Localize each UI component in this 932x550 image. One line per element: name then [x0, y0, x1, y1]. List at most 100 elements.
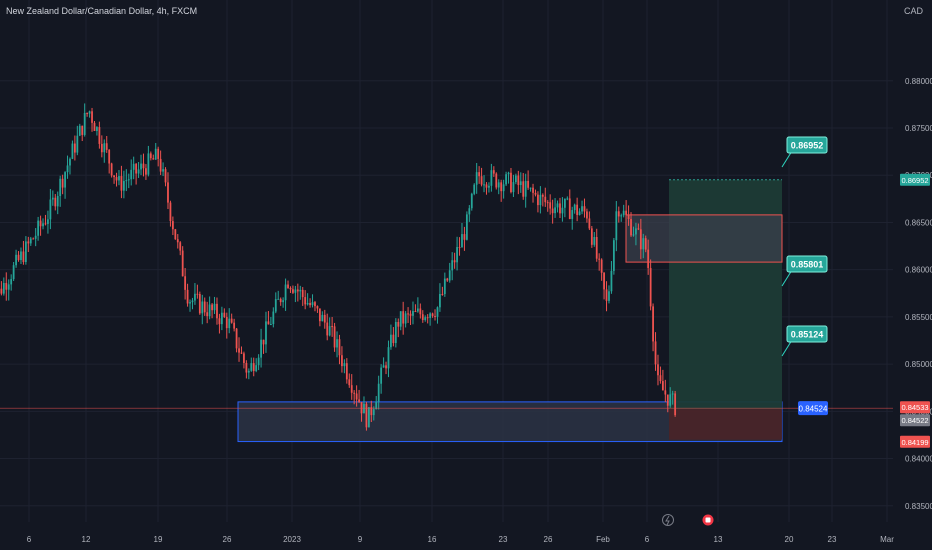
level-callout[interactable]: 0.85124 — [781, 325, 828, 357]
candle — [54, 194, 57, 211]
candle — [272, 307, 275, 328]
entry-callout-text: 0.84524 — [799, 405, 828, 414]
candle — [559, 197, 561, 219]
y-tick-label: 0.85500 — [905, 313, 932, 322]
stop-zone[interactable] — [669, 409, 782, 440]
candle — [620, 213, 623, 222]
candle — [225, 312, 228, 339]
candle — [73, 135, 76, 161]
candle — [218, 313, 221, 334]
time-axis[interactable]: 6 12 19 26 2023 9 16 23 26 Feb 6 13 20 23 Mar — [27, 514, 894, 545]
candle — [83, 103, 86, 137]
candle — [247, 368, 250, 380]
candle — [497, 179, 500, 195]
candle — [502, 179, 505, 199]
candle — [600, 258, 603, 281]
candle — [507, 171, 510, 184]
candle — [203, 297, 206, 316]
candle — [456, 236, 458, 271]
entry-callout[interactable]: 0.84524 — [798, 401, 828, 416]
candle — [2, 277, 5, 296]
candle — [546, 200, 549, 212]
price-tag-target: 0.86952 — [900, 173, 930, 186]
candle — [255, 358, 258, 373]
candle — [348, 373, 351, 388]
candle — [137, 162, 140, 178]
candle — [260, 328, 262, 368]
x-tick-label: 19 — [154, 535, 163, 544]
candle — [132, 156, 135, 180]
candle — [537, 191, 539, 213]
candle — [323, 309, 326, 329]
candle — [632, 226, 635, 237]
candle — [480, 167, 483, 187]
candle — [461, 222, 463, 248]
candle — [576, 197, 579, 222]
candle — [522, 173, 525, 200]
x-tick-label: Feb — [596, 535, 610, 544]
candle — [64, 171, 66, 199]
candle — [534, 189, 537, 197]
candle — [135, 162, 138, 185]
level-callout[interactable]: 0.86952 — [781, 136, 828, 168]
candle — [370, 400, 373, 423]
candle — [216, 297, 218, 325]
candle — [568, 189, 571, 220]
x-tick-label: 23 — [499, 535, 508, 544]
candle — [419, 303, 422, 319]
candle — [529, 187, 532, 192]
candle — [473, 183, 476, 196]
candle — [360, 401, 363, 422]
candle — [235, 328, 238, 353]
event-icon[interactable] — [702, 514, 714, 526]
candle — [465, 211, 468, 241]
candle — [29, 236, 32, 246]
x-tick-label: 12 — [82, 535, 91, 544]
candle — [644, 235, 647, 253]
candle — [394, 318, 397, 348]
candle — [610, 261, 613, 294]
candle — [590, 226, 593, 248]
candle — [492, 166, 495, 177]
candle — [12, 262, 15, 282]
x-tick-label: 9 — [358, 535, 363, 544]
candle — [198, 291, 201, 315]
x-tick-label: 20 — [785, 535, 794, 544]
candle — [142, 153, 145, 177]
candle — [363, 396, 365, 414]
lightning-icon[interactable] — [662, 514, 674, 526]
candle — [86, 112, 89, 117]
candle — [519, 172, 522, 193]
candle — [24, 236, 27, 265]
candle — [267, 311, 270, 325]
level-callout[interactable]: 0.85801 — [781, 255, 828, 287]
y-tick-label: 0.87500 — [905, 124, 932, 133]
candle — [66, 155, 69, 179]
candle — [279, 297, 282, 306]
candle — [404, 311, 407, 328]
candle — [331, 317, 334, 337]
candle — [434, 309, 436, 321]
candle — [108, 149, 111, 174]
candle — [657, 354, 659, 386]
candle — [605, 281, 608, 312]
position-overlay: 0.86952 0.85801 0.85124 0.84524 — [0, 136, 893, 416]
candle — [608, 285, 610, 304]
candle — [318, 308, 321, 327]
candle — [392, 327, 395, 347]
candle — [47, 210, 49, 234]
candle — [152, 154, 155, 160]
candle — [277, 290, 280, 300]
candle — [402, 301, 405, 335]
candle — [453, 252, 456, 269]
candle — [615, 201, 618, 252]
candle — [387, 340, 390, 378]
candle — [213, 296, 216, 314]
price-axis[interactable]: 0.880000.875000.870000.865000.860000.855… — [900, 77, 932, 511]
target-zone[interactable] — [669, 179, 782, 410]
candle — [211, 302, 213, 319]
candle — [556, 200, 559, 213]
candle — [341, 346, 343, 373]
resistance-zone[interactable] — [625, 214, 783, 263]
